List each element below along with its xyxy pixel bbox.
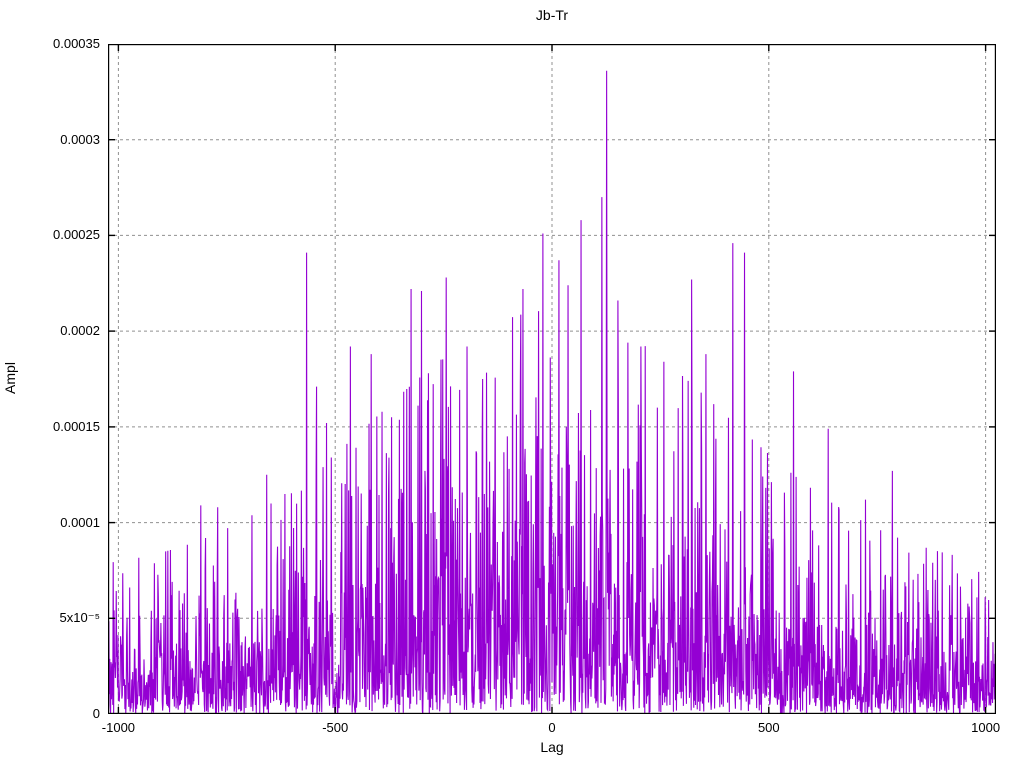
y-tick-label-0: 0 — [92, 706, 100, 721]
y-tick-label-0.00035: 0.00035 — [53, 36, 100, 51]
correlogram-plot-svg — [108, 44, 996, 714]
y-tick-label-0.00005: 5x10⁻⁵ — [59, 610, 100, 626]
x-tick-label-500: 500 — [757, 720, 780, 735]
y-tick-label-0.0001: 0.0001 — [60, 514, 100, 530]
y-tick-label-0.0002: 0.0002 — [60, 323, 100, 339]
x-tick-label-1000: 1000 — [971, 720, 1001, 735]
chart-title: Jb-Tr — [535, 7, 569, 23]
y-tick-label-0.0003: 0.0003 — [60, 131, 100, 147]
y-tick-label-0.00015: 0.00015 — [53, 418, 100, 434]
x-axis-label: Lag — [540, 739, 564, 755]
y-axis-label: Ampl — [2, 362, 18, 394]
x-tick-label--1000: -1000 — [101, 720, 136, 735]
y-tick-label-0.00025: 0.00025 — [53, 227, 100, 243]
x-tick-label--500: -500 — [322, 720, 349, 735]
x-tick-label-0: 0 — [548, 720, 556, 735]
